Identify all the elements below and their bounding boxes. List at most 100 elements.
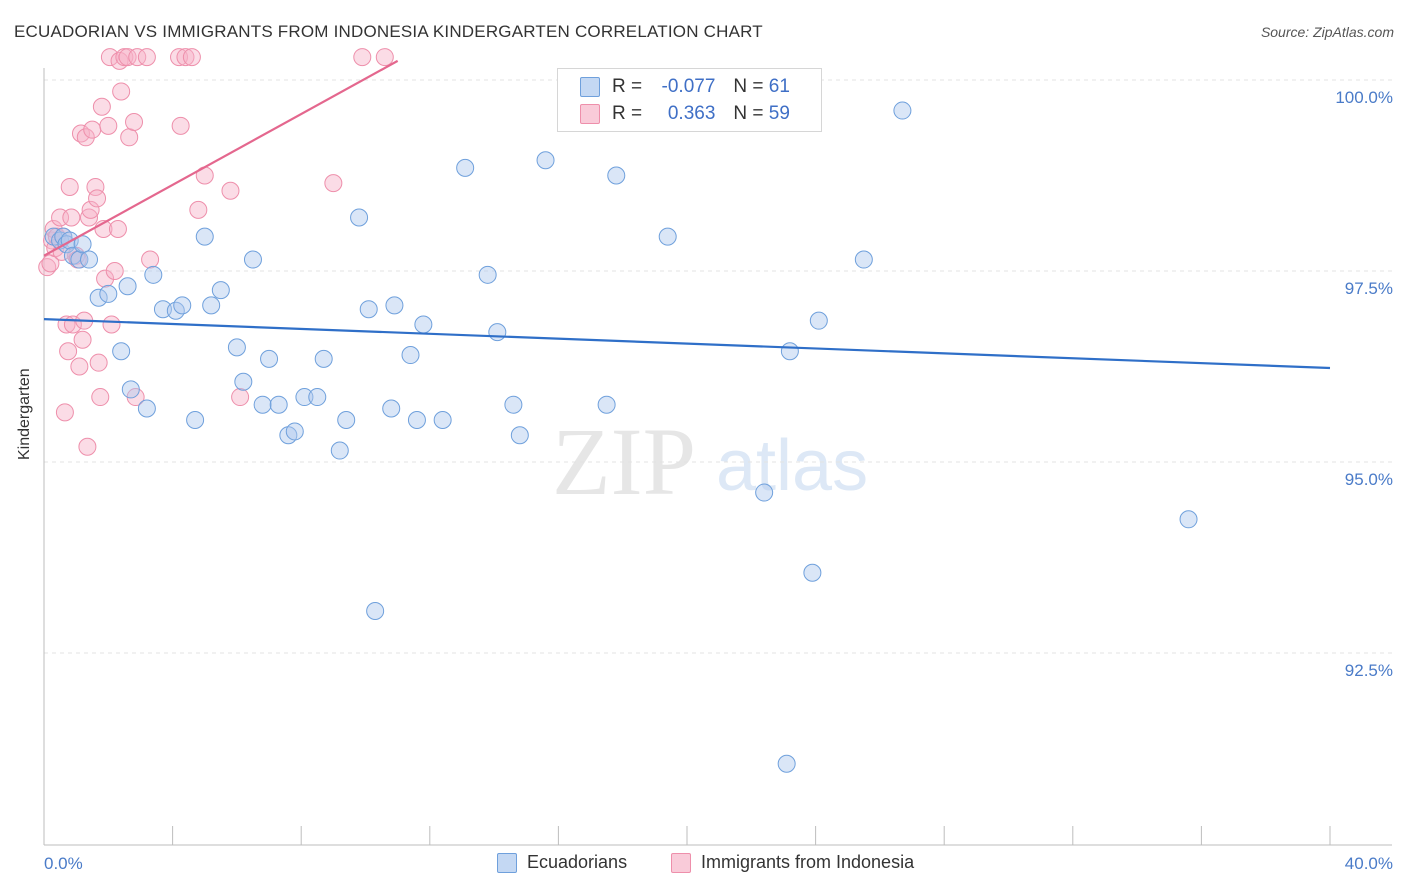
ecuadorians-point: [337, 410, 356, 429]
ecuadorians-point: [211, 281, 230, 300]
indonesia-point: [112, 82, 131, 101]
ecuadorians-swatch: [580, 77, 600, 97]
ecuadorians-point: [385, 296, 404, 315]
ecuadorians-point: [658, 227, 677, 246]
ecuadorians-point: [478, 265, 497, 284]
indonesia-point: [125, 113, 144, 132]
ecuadorians-point: [118, 277, 137, 296]
ecuadorians-trend-line: [43, 318, 1331, 370]
y-tick-label: 92.5%: [1345, 661, 1393, 680]
indonesia-point: [59, 342, 78, 361]
indonesia-point: [81, 200, 100, 219]
indonesia-point: [70, 357, 89, 376]
axes: [43, 68, 1392, 846]
stats-legend: R = -0.077 N = 61 R = 0.363 N = 59: [557, 68, 822, 132]
indonesia-point: [375, 48, 394, 67]
x-tick-labels: 0.0% 40.0%: [44, 854, 1393, 873]
ecuadorians-point: [73, 235, 92, 254]
indonesia-point: [86, 177, 105, 196]
ecuadorians-point: [407, 410, 426, 429]
indonesia-point: [108, 219, 127, 238]
indonesia-point: [99, 116, 118, 135]
ecuadorians-point: [137, 399, 156, 418]
ecuadorians-point: [99, 284, 118, 303]
indonesia-point: [60, 177, 79, 196]
ecuadorians-point: [456, 158, 475, 177]
legend-row-indonesia: R = 0.363 N = 59: [580, 100, 790, 128]
indonesia-point: [128, 48, 147, 67]
indonesia-point: [120, 128, 139, 147]
ecuadorians-point: [186, 410, 205, 429]
y-tick-label: 95.0%: [1345, 470, 1393, 489]
ecuadorians-point: [144, 265, 163, 284]
ecuadorians-point: [359, 300, 378, 319]
ecuadorians-point: [350, 208, 369, 227]
legend-item-indonesia[interactable]: Immigrants from Indonesia: [671, 852, 914, 873]
source-note: Source: ZipAtlas.com: [1260, 24, 1394, 40]
legend-item-ecuadorians[interactable]: Ecuadorians: [497, 852, 627, 873]
ecuadorians-point: [269, 395, 288, 414]
indonesia-swatch: [580, 104, 600, 124]
ecuadorians-point: [227, 338, 246, 357]
indonesia-point: [182, 48, 201, 67]
gridlines: [44, 79, 1392, 654]
x-tick-label: 0.0%: [44, 854, 83, 873]
ecuadorians-point: [414, 315, 433, 334]
ecuadorians-point: [308, 388, 327, 407]
indonesia-point: [83, 120, 102, 139]
indonesia-point: [170, 48, 189, 67]
n-label: N =: [733, 103, 764, 124]
indonesia-point: [105, 262, 124, 280]
indonesia-point: [80, 208, 99, 227]
y-tick-label: 97.5%: [1345, 279, 1393, 298]
ecuadorians-point: [295, 388, 314, 407]
r-label: R =: [612, 76, 643, 97]
indonesia-point: [171, 116, 190, 135]
ecuadorians-point: [202, 296, 221, 315]
indonesia-point: [141, 250, 160, 269]
ecuadorians-point: [89, 288, 108, 307]
indonesia-point: [324, 174, 343, 193]
indonesia-trend-line: [43, 59, 399, 257]
ecuadorians-point: [777, 754, 796, 773]
indonesia-point: [73, 330, 92, 349]
indonesia-point: [231, 388, 250, 407]
ecuadorians-point: [488, 323, 507, 342]
indonesia-point: [88, 189, 107, 208]
legend-label-ecuadorians: Ecuadorians: [527, 852, 628, 872]
ecuadorians-point: [809, 311, 828, 330]
ecuadorians-point: [803, 563, 822, 582]
ecuadorians-point: [285, 422, 304, 441]
ecuadorians-point: [607, 166, 626, 185]
ecuadorians-point: [330, 441, 349, 460]
ecuadorians-point: [112, 342, 131, 361]
ecuadorians-point: [780, 342, 799, 361]
indonesia-point: [118, 48, 137, 67]
ecuadorians-legend-swatch: [497, 852, 517, 873]
n-value-indonesia: 59: [768, 103, 790, 124]
indonesia-point: [189, 200, 208, 219]
ecuadorians-point: [597, 395, 616, 414]
legend-label-indonesia: Immigrants from Indonesia: [701, 852, 915, 872]
watermark-atlas: atlas: [716, 426, 868, 506]
ecuadorians-point: [314, 349, 333, 368]
ecuadorians-point: [173, 296, 192, 315]
r-value-ecuadorians: -0.077: [661, 76, 716, 97]
indonesia-point: [78, 437, 97, 456]
ecuadorians-point: [401, 346, 420, 365]
indonesia-point: [76, 128, 95, 147]
indonesia-point: [96, 269, 115, 288]
y-tick-label: 100.0%: [1335, 88, 1393, 107]
indonesia-point: [62, 208, 81, 227]
indonesia-point: [176, 48, 195, 67]
indonesia-point: [91, 388, 110, 407]
ecuadorians-point: [854, 250, 873, 269]
indonesia-point: [353, 48, 372, 67]
r-label: R =: [612, 103, 643, 124]
indonesia-point: [102, 315, 121, 334]
ecuadorians-point: [382, 399, 401, 418]
ecuadorians-point: [366, 601, 385, 620]
y-tick-labels: 92.5% 95.0% 97.5% 100.0%: [1335, 88, 1393, 680]
indonesia-point: [221, 181, 240, 200]
